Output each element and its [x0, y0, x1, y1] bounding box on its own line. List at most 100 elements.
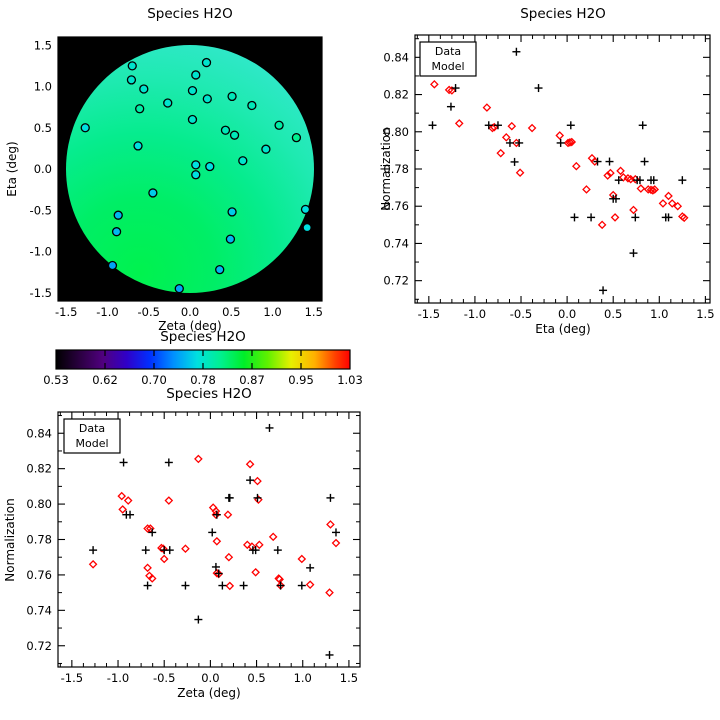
tick-label: 0.84 [383, 50, 409, 64]
tick-label: 1.5 [340, 671, 358, 685]
model-point-diamond [658, 199, 668, 208]
eta-scatter-svg: Species H2O -1.5 -1.0 -0.5 0.0 0.5 1.0 1.5 0.7… [380, 6, 715, 336]
map-field [66, 45, 314, 293]
data-point-plus [265, 423, 274, 432]
data-point-plus [505, 138, 514, 147]
map-data-point [127, 61, 137, 71]
tick-label: 0.0 [34, 162, 52, 176]
model-point-diamond [123, 496, 133, 505]
model-point-diamond [650, 185, 660, 194]
tick-label: 0.80 [26, 497, 52, 511]
colorbar-panel: Species H2O 0.53 0.62 0.70 0.78 0.87 0.95 1.03 [0, 326, 380, 386]
eta-title: Species H2O [520, 6, 606, 22]
tick-label: 1.0 [263, 305, 281, 319]
map-data-point [202, 94, 212, 104]
data-point-plus [194, 615, 203, 624]
model-point-diamond [643, 185, 653, 194]
tick-label: -0.5 [138, 305, 160, 319]
tick-label: 0.0 [558, 307, 576, 321]
colorbar-tick-label: 0.78 [190, 373, 216, 386]
tick-label: -1.0 [30, 245, 52, 259]
map-data-point [163, 98, 173, 108]
map-data-point [274, 120, 284, 130]
eta-yticks: 0.72 0.74 0.76 0.78 0.80 0.82 0.84 [383, 38, 710, 300]
data-point-plus [148, 528, 157, 537]
zeta-series-data [89, 423, 340, 659]
tick-label: 0.78 [26, 533, 52, 547]
map-data-point [111, 227, 122, 237]
map-data-point [220, 125, 231, 135]
data-point-plus [515, 138, 524, 147]
model-point-diamond [636, 184, 646, 193]
data-point-plus [225, 493, 234, 502]
data-point-plus [326, 493, 335, 502]
zeta-legend-model-label: Model [75, 437, 108, 450]
tick-label: -1.0 [464, 307, 486, 321]
data-point-plus [218, 581, 227, 590]
colorbar-svg: Species H2O 0.53 0.62 0.70 0.78 0.87 0.95 1.03 [43, 329, 363, 386]
data-point-plus [493, 121, 502, 130]
model-point-diamond [454, 119, 464, 128]
model-point-diamond [567, 137, 577, 147]
map-data-point [191, 170, 201, 180]
data-point-plus [141, 546, 150, 555]
model-point-diamond [297, 554, 307, 564]
model-point-diamond [555, 131, 565, 140]
zeta-scatter-panel: Species H2O -1.5 -1.0 -0.5 0.0 0.5 1.0 1.5 0.7… [0, 380, 380, 720]
data-point-plus [211, 562, 220, 571]
data-point-plus [331, 528, 340, 537]
zeta-xticks: -1.5 -1.0 -0.5 0.0 0.5 1.0 1.5 [59, 412, 358, 685]
model-point-diamond [159, 554, 169, 564]
tick-label: 0.78 [383, 162, 409, 176]
model-point-diamond [253, 476, 262, 486]
model-point-diamond [444, 85, 454, 95]
tick-label: 0.0 [201, 671, 219, 685]
tick-label: -0.5 [30, 203, 52, 217]
tick-label: 0.80 [383, 125, 409, 139]
data-point-plus [239, 581, 248, 590]
model-point-diamond [305, 580, 315, 589]
tick-label: 1.0 [650, 307, 668, 321]
map-data-point [187, 85, 198, 96]
map-data-point [174, 283, 184, 294]
map-data-point [135, 104, 145, 114]
tick-label: 0.5 [247, 671, 265, 685]
data-point-plus [325, 650, 334, 659]
tick-label: 0.76 [383, 199, 409, 213]
data-point-plus [126, 510, 135, 519]
data-point-plus [451, 84, 460, 93]
tick-label: -1.5 [61, 671, 83, 685]
map-data-point [139, 84, 149, 94]
map-data-point [191, 70, 201, 80]
model-point-diamond [515, 168, 525, 178]
colorbar-tick-label: 0.53 [43, 373, 69, 386]
data-point-plus [678, 176, 687, 185]
map-data-point [80, 123, 90, 133]
data-point-plus [89, 546, 98, 555]
model-point-diamond [610, 213, 620, 222]
tick-label: 0.82 [26, 462, 52, 476]
data-point-plus [640, 157, 649, 166]
model-point-diamond [496, 148, 506, 158]
data-point-plus [649, 176, 658, 185]
model-point-diamond [224, 552, 234, 562]
tick-label: 0.0 [181, 305, 199, 319]
eta-xlabel: Eta (deg) [535, 322, 590, 336]
eta-legend-data-label: Data [435, 45, 461, 58]
colorbar-tick-label: 0.95 [288, 373, 314, 386]
map-data-point [133, 141, 143, 151]
model-point-diamond [268, 532, 278, 542]
model-point-diamond [251, 567, 260, 577]
data-point-plus [534, 84, 543, 93]
model-point-diamond [331, 538, 341, 548]
data-point-plus [664, 213, 673, 222]
eta-legend-box [419, 41, 477, 77]
model-point-diamond [181, 544, 190, 554]
map-data-point [300, 204, 311, 215]
model-point-diamond [482, 103, 492, 112]
eta-xticks: -1.5 -1.0 -0.5 0.0 0.5 1.0 1.5 [416, 35, 715, 321]
model-point-diamond [88, 559, 98, 569]
map-data-point [291, 132, 302, 143]
map-data-point [126, 75, 137, 85]
map-data-point [113, 210, 123, 220]
